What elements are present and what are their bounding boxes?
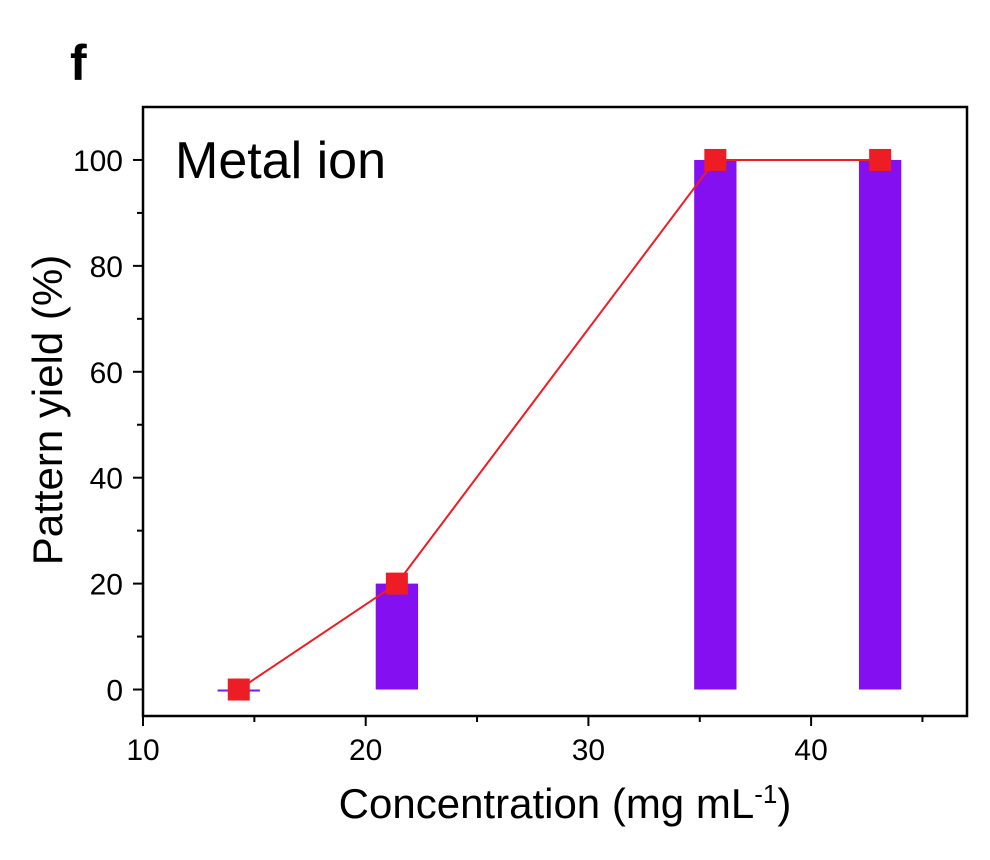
y-tick-label-4: 80 <box>90 251 123 284</box>
bar-3 <box>858 159 902 690</box>
panel-label: f <box>70 35 87 91</box>
point-3 <box>869 148 892 171</box>
y-tick-label-0: 0 <box>106 675 123 708</box>
x-tick-label-1: 20 <box>349 734 382 767</box>
y-axis-title: Pattern yield (%) <box>24 255 71 565</box>
x-axis-title: Concentration (mg mL-1) <box>339 779 792 827</box>
series-line <box>238 158 881 691</box>
bar-2 <box>694 159 737 690</box>
x-axis-title-main: Concentration (mg mL <box>339 780 755 827</box>
bar-1 <box>375 583 419 690</box>
plot-frame <box>141 105 969 718</box>
plot-layer: 10 20 30 40 0 20 40 60 80 100 <box>73 105 969 767</box>
y-tick-label-2: 40 <box>90 463 123 496</box>
x-axis-title-close: ) <box>777 780 791 827</box>
point-1 <box>385 572 408 595</box>
x-tick-label-0: 10 <box>126 734 159 767</box>
x-tick-label-2: 30 <box>572 734 605 767</box>
point-2 <box>704 148 727 171</box>
point-0 <box>227 678 250 701</box>
y-tick-label-1: 20 <box>90 569 123 602</box>
annotation-text: Metal ion <box>175 132 386 190</box>
y-tick-label-3: 60 <box>90 357 123 390</box>
x-tick-label-3: 40 <box>794 734 827 767</box>
y-tick-label-5: 100 <box>73 145 123 178</box>
x-axis-title-sup: -1 <box>754 779 777 809</box>
